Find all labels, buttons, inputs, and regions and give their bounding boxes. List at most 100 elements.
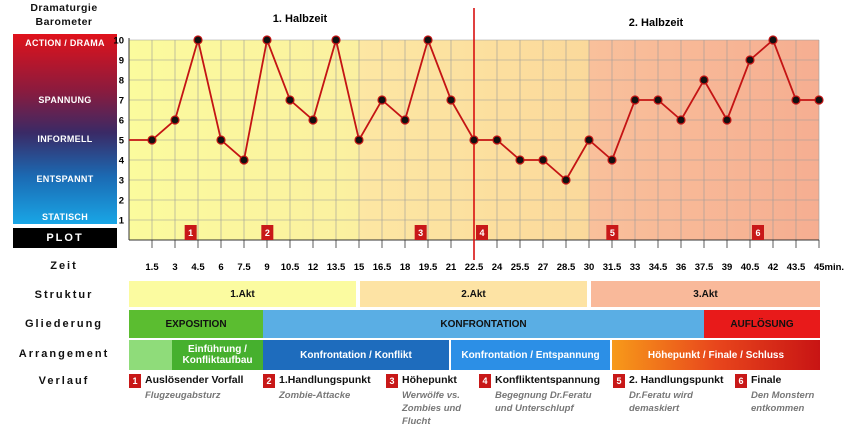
plot-marker-label: 1 bbox=[188, 228, 193, 238]
plot-marker bbox=[752, 225, 764, 240]
x-tick-label: 34.5 bbox=[649, 262, 668, 273]
plot-marker bbox=[476, 225, 488, 240]
data-point bbox=[699, 75, 709, 85]
verlauf-number: 5 bbox=[613, 374, 625, 388]
verlauf-title: Finale bbox=[751, 374, 782, 386]
data-point bbox=[193, 35, 203, 45]
verlauf-number: 3 bbox=[386, 374, 398, 388]
struktur-akt3: 3.Akt bbox=[591, 281, 820, 307]
verlauf-subtitle: Den Monstern entkommen bbox=[751, 390, 815, 414]
verlauf-number: 1 bbox=[129, 374, 141, 388]
row-label-arrangement: Arrangement bbox=[18, 348, 110, 360]
x-tick-label: 27 bbox=[538, 262, 549, 273]
y-tick-label: 6 bbox=[119, 116, 124, 127]
gliederung-konfrontation: KONFRONTATION bbox=[263, 310, 704, 338]
barometer-scale: ACTION / DRAMA SPANNUNG INFORMELL ENTSPA… bbox=[13, 34, 117, 224]
gliederung-exposition: EXPOSITION bbox=[129, 310, 263, 338]
verlauf-subtitle: Begegnung Dr.Feratu und Unterschlupf bbox=[495, 390, 592, 414]
x-tick-label: 13.5 bbox=[327, 262, 346, 273]
y-tick-label: 5 bbox=[119, 136, 125, 147]
half2-title: 2. Halbzeit bbox=[629, 17, 684, 29]
y-tick-label: 9 bbox=[119, 56, 124, 67]
data-point bbox=[676, 115, 686, 125]
data-point bbox=[561, 175, 571, 185]
arrangement-entspannung: Konfrontation / Entspannung bbox=[451, 340, 610, 370]
x-tick-label: 7.5 bbox=[237, 262, 251, 273]
row-label-zeit: Zeit bbox=[50, 260, 78, 272]
half1-title: 1. Halbzeit bbox=[273, 13, 328, 25]
x-tick-label: 9 bbox=[264, 262, 269, 273]
x-tick-label: 10.5 bbox=[281, 262, 300, 273]
data-point bbox=[423, 35, 433, 45]
verlauf-title: Höhepunkt bbox=[402, 374, 457, 386]
plot-marker bbox=[184, 225, 197, 240]
data-point bbox=[262, 35, 272, 45]
arrangement-finale: Höhepunkt / Finale / Schluss bbox=[612, 340, 820, 370]
x-tick-label: 42 bbox=[768, 262, 779, 273]
y-tick-label: 4 bbox=[119, 156, 125, 167]
data-point bbox=[814, 95, 824, 105]
verlauf-title: 2. Handlungspunkt bbox=[629, 374, 724, 386]
level-informell: INFORMELL bbox=[37, 134, 93, 144]
data-point bbox=[653, 95, 663, 105]
arrangement-konflikt: Konfrontation / Konflikt bbox=[263, 340, 449, 370]
data-point bbox=[492, 135, 502, 145]
level-spannung: SPANNUNG bbox=[38, 95, 92, 105]
level-entspannt: ENTSPANNT bbox=[36, 174, 94, 184]
barometer-title-line1: Dramaturgie bbox=[30, 2, 98, 14]
x-tick-label: 18 bbox=[400, 262, 411, 273]
x-tick-label: 21 bbox=[446, 262, 457, 273]
verlauf-number: 4 bbox=[479, 374, 491, 388]
x-tick-label: 4.5 bbox=[191, 262, 205, 273]
y-tick-label: 3 bbox=[119, 176, 124, 187]
data-point bbox=[446, 95, 456, 105]
data-point bbox=[331, 35, 341, 45]
row-label-verlauf: Verlauf bbox=[38, 375, 90, 387]
struktur-akt1: 1.Akt bbox=[129, 281, 356, 307]
plot-label: PLOT bbox=[13, 228, 117, 248]
verlauf-number: 6 bbox=[735, 374, 747, 388]
plot-marker bbox=[414, 225, 427, 240]
x-tick-label: 19.5 bbox=[419, 262, 438, 273]
x-tick-label: 39 bbox=[722, 262, 733, 273]
data-point bbox=[377, 95, 387, 105]
plot-marker-label: 2 bbox=[265, 228, 270, 238]
y-tick-label: 7 bbox=[119, 96, 124, 107]
x-tick-label: 25.5 bbox=[511, 262, 530, 273]
data-point bbox=[216, 135, 226, 145]
x-tick-label: 12 bbox=[308, 262, 319, 273]
arrangement-einfuehrung: Einführung / Konfliktaufbau bbox=[172, 340, 263, 370]
struktur-akt2: 2.Akt bbox=[360, 281, 587, 307]
x-tick-label: 36 bbox=[676, 262, 687, 273]
x-tick-label: 22.5 bbox=[465, 262, 484, 273]
row-label-gliederung: Gliederung bbox=[24, 318, 104, 330]
plot-marker bbox=[606, 225, 619, 240]
x-tick-label: 33 bbox=[630, 262, 641, 273]
data-point bbox=[630, 95, 640, 105]
data-point bbox=[538, 155, 548, 165]
x-tick-label: 40.5 bbox=[741, 262, 760, 273]
data-point bbox=[170, 115, 180, 125]
plot-marker-label: 4 bbox=[479, 228, 484, 238]
plot-marker bbox=[261, 225, 274, 240]
barometer-title-line2: Barometer bbox=[35, 16, 93, 28]
x-tick-label: 1.5 bbox=[145, 262, 159, 273]
plot-marker-label: 6 bbox=[755, 228, 760, 238]
verlauf-number: 2 bbox=[263, 374, 275, 388]
barometer-title: Dramaturgie Barometer bbox=[4, 1, 124, 29]
row-label-struktur: Struktur bbox=[34, 289, 94, 301]
x-tick-label: 37.5 bbox=[695, 262, 714, 273]
y-tick-label: 8 bbox=[119, 76, 124, 87]
x-tick-label: 3 bbox=[172, 262, 177, 273]
x-tick-label: 31.5 bbox=[603, 262, 622, 273]
data-point bbox=[745, 55, 755, 65]
data-point bbox=[584, 135, 594, 145]
x-tick-label: 15 bbox=[354, 262, 365, 273]
data-point bbox=[791, 95, 801, 105]
verlauf-subtitle: Werwölfe vs. Zombies und Flucht bbox=[402, 390, 462, 427]
data-point bbox=[607, 155, 617, 165]
x-tick-label: 24 bbox=[492, 262, 503, 273]
x-tick-label: 16.5 bbox=[373, 262, 392, 273]
data-point bbox=[354, 135, 364, 145]
plot-marker-label: 5 bbox=[610, 228, 615, 238]
